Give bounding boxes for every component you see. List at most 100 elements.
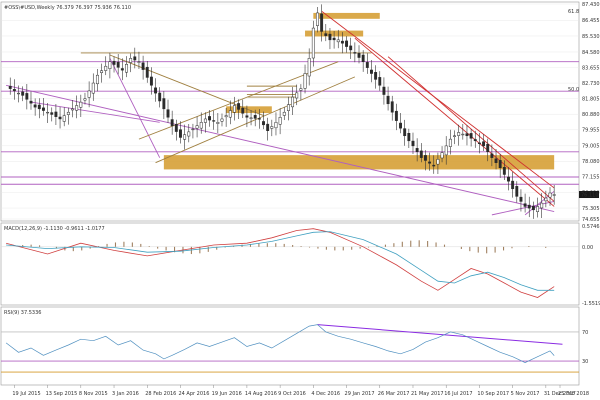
x-tick-label: 4 Dec 2016 (311, 391, 340, 397)
x-tick-label: 9 Oct 2016 (278, 391, 306, 397)
candle-body (527, 204, 531, 209)
candle-body (266, 123, 270, 131)
candle-body (345, 40, 349, 47)
candle-body (282, 111, 286, 116)
x-tick-label: 29 Jan 2017 (345, 391, 375, 397)
candle-body (149, 76, 153, 86)
candle-body (158, 92, 162, 102)
x-axis: 19 Jul 2015 13 Sep 2015 8 Nov 2015 3 Jan 20… (12, 385, 589, 397)
candle-body (253, 115, 257, 119)
x-tick-label: 5 Nov 2017 (511, 391, 540, 397)
candle-body (187, 131, 191, 137)
candle-body (50, 112, 54, 115)
candle-body (58, 116, 62, 120)
candle-body (145, 66, 149, 78)
x-tick-label: 21 May 2017 (411, 391, 444, 397)
candle-body (91, 82, 95, 94)
price-y-tick-label: 74.655 (582, 217, 600, 223)
candle-body (125, 64, 128, 73)
support-zone (313, 12, 380, 19)
candle-body (295, 92, 299, 99)
x-tick-label: 14 Aug 2016 (245, 391, 277, 397)
last-price-box (579, 191, 599, 199)
macd-y-tick-label: -1.5519 (582, 301, 600, 307)
candle-body (465, 133, 469, 137)
candle-body (403, 128, 407, 137)
candle-body (8, 85, 12, 89)
candle-body (507, 176, 510, 182)
candle-body (328, 33, 332, 41)
candle-body (428, 161, 432, 164)
price-y-tick-label: 85.530 (582, 34, 600, 40)
candle-body (540, 202, 544, 209)
candle-body (374, 72, 378, 80)
x-tick-label: 8 Nov 2015 (79, 391, 108, 397)
price-y-tick-label: 83.655 (582, 65, 600, 71)
candle-body (241, 107, 245, 114)
candle-body (54, 111, 58, 117)
candle-body (324, 33, 328, 36)
candle-body (482, 141, 486, 147)
candle-body (120, 68, 124, 71)
candle-body (311, 27, 315, 59)
macd-panel-frame (0, 222, 580, 306)
candle-body (183, 134, 187, 140)
candle-body (394, 110, 398, 121)
price-y-tick-label: 78.080 (582, 159, 600, 165)
candle-body (21, 91, 25, 96)
candle-body (432, 164, 436, 167)
candle-body (415, 148, 419, 153)
candle-body (100, 70, 104, 73)
candle-body (79, 101, 83, 108)
candle-body (303, 73, 307, 89)
candle-body (519, 196, 523, 202)
price-y-tick-label: 79.955 (582, 128, 600, 134)
rsi-panel: 70 30 (1, 324, 588, 373)
fib-level-label: 61.8 (568, 9, 579, 15)
price-y-tick-label: 84.580 (582, 50, 600, 56)
candle-body (83, 98, 87, 101)
candle-body (440, 152, 444, 159)
x-tick-label: 13 Sep 2015 (46, 391, 78, 397)
candle-body (195, 125, 199, 129)
candle-body (133, 56, 137, 61)
price-y-tick-label: 81.805 (582, 96, 600, 102)
price-y-tick-label: 82.730 (582, 81, 600, 87)
candle-body (249, 117, 253, 119)
price-y-tick-label: 77.155 (582, 175, 600, 181)
candle-body (33, 104, 37, 108)
price-y-tick-label: 75.305 (582, 206, 600, 212)
candle-body (419, 150, 423, 158)
candle-body (386, 95, 390, 105)
macd-y-tick-label: 0.00 (582, 245, 593, 251)
candle-body (232, 105, 236, 113)
candle-body (154, 87, 158, 94)
candle-body (270, 126, 274, 129)
candle-body (436, 159, 440, 165)
candle-body (104, 65, 108, 71)
candle-body (353, 52, 357, 54)
x-tick-label: 16 Jul 2017 (444, 391, 472, 397)
price-panel: 87.430 86.455 85.530 84.580 83.655 82.730 81.8… (1, 2, 600, 223)
candle-body (62, 115, 66, 122)
candle-body (245, 115, 249, 118)
candle-body (511, 180, 515, 190)
candle-body (453, 135, 456, 137)
macd-series-signal (6, 231, 555, 291)
candle-body (66, 111, 70, 115)
candle-body (46, 111, 50, 114)
trendline (491, 200, 555, 216)
candle-body (336, 39, 340, 43)
macd-title: MACD(12,26,9) -1.1130 -0.9611 -1.0177 (4, 226, 105, 232)
candle-body (469, 133, 473, 139)
candle-body (361, 54, 365, 62)
price-y-tick-label: 86.455 (582, 18, 600, 24)
rsi-y-tick-label: 70 (582, 330, 588, 336)
candle-body (166, 109, 170, 118)
last-price-label: 76.110 (581, 192, 599, 198)
candle-body (291, 96, 295, 108)
candle-body (307, 58, 311, 77)
rsi-title: RSI(9) 37.5336 (4, 310, 41, 316)
candle-body (498, 160, 502, 169)
